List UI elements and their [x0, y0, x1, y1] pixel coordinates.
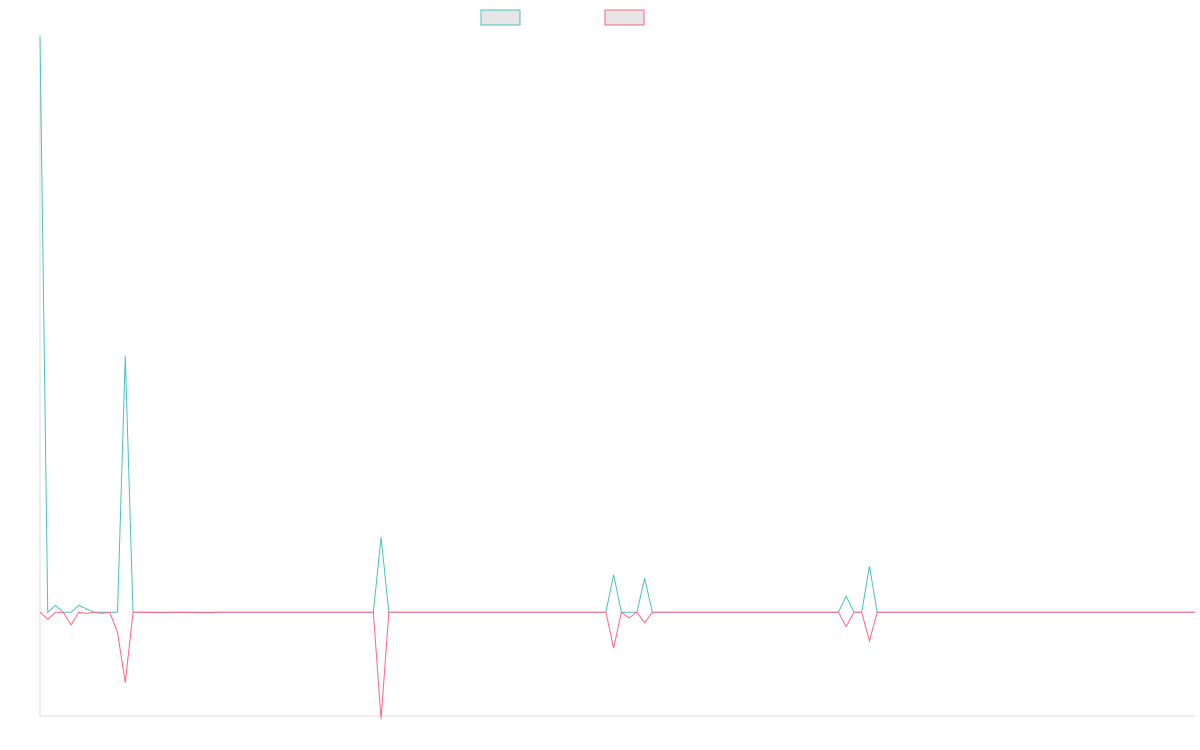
legend-swatch-2[interactable] [604, 9, 645, 26]
axes [39, 36, 1195, 717]
legend[interactable] [480, 9, 645, 26]
legend-swatch-1[interactable] [480, 9, 521, 26]
series-line-1 [39, 35, 1195, 614]
series-line-2 [39, 611, 1195, 719]
series-layer [39, 35, 1195, 719]
